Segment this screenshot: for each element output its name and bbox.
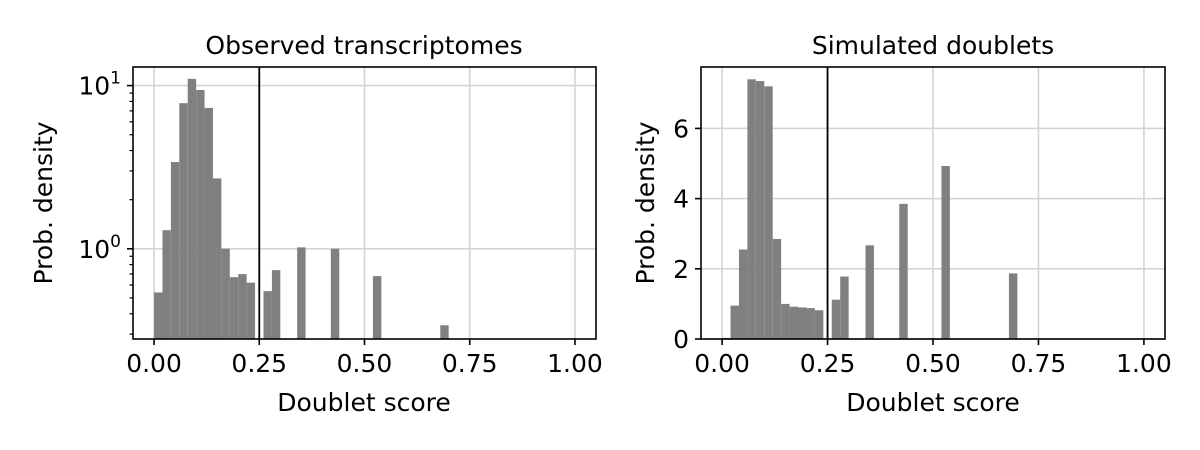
x-tick-label: 1.00 <box>1116 349 1172 378</box>
histogram-bar <box>755 81 765 340</box>
histogram-bar <box>781 303 790 339</box>
histogram-bar <box>170 162 180 339</box>
histogram-bar <box>162 230 171 339</box>
x-tick-label: 0.25 <box>231 349 287 378</box>
x-tick-label: 1.00 <box>547 349 603 378</box>
x-tick-label: 0.25 <box>800 349 856 378</box>
histogram-bar <box>831 299 841 339</box>
histogram-bar <box>372 276 382 339</box>
histogram-bar <box>1008 273 1018 339</box>
histogram-bar <box>271 270 281 339</box>
y-tick-label: 6 <box>673 114 689 143</box>
histogram-bar <box>154 292 163 339</box>
x-axis-label: Doublet score <box>846 388 1020 417</box>
x-tick-label: 0.50 <box>905 349 961 378</box>
x-tick-label: 0.75 <box>1011 349 1067 378</box>
x-tick-label: 0.50 <box>337 349 393 378</box>
histogram-bar <box>221 248 230 339</box>
histogram-bar <box>212 178 222 339</box>
histogram-bar <box>941 165 950 339</box>
histogram-bar <box>204 107 213 340</box>
plot-area: 0.00 0.25 0.50 0.75 1.00 0 2 4 6 <box>673 66 1172 378</box>
observed-transcriptomes-panel: 0.00 0.25 0.50 0.75 1.00 100 101 Observed tran… <box>29 31 603 417</box>
y-tick-label: 100 <box>78 232 121 264</box>
histogram-bar <box>899 203 908 339</box>
y-tick-label: 4 <box>673 185 689 214</box>
histogram-bar <box>297 247 306 339</box>
histogram-bar <box>764 86 773 339</box>
x-tick-label: 0.75 <box>442 349 498 378</box>
histogram-bar <box>806 308 815 339</box>
histogram-bar <box>772 238 782 339</box>
histogram-bar <box>865 245 874 339</box>
histogram-bar <box>330 248 340 339</box>
histogram-bar <box>840 276 849 339</box>
histogram-bar <box>440 325 449 339</box>
simulated-doublets-panel: 0.00 0.25 0.50 0.75 1.00 0 2 4 6 Simulated doubl… <box>631 31 1172 417</box>
chart-title: Simulated doublets <box>812 31 1054 60</box>
y-axis-label: Prob. density <box>29 121 58 284</box>
histogram-bar <box>238 274 247 339</box>
histogram-bar <box>263 291 272 339</box>
histogram-bar <box>246 282 256 339</box>
y-tick-label: 101 <box>78 69 121 101</box>
x-axis-label: Doublet score <box>277 388 451 417</box>
histogram-bar <box>179 103 188 339</box>
histogram-bar <box>229 277 239 339</box>
histogram-bar <box>798 307 807 339</box>
histogram-bar <box>747 79 756 339</box>
histogram-bar <box>730 305 739 339</box>
plot-area: 0.00 0.25 0.50 0.75 1.00 100 101 <box>78 66 603 378</box>
histogram-bar <box>187 78 197 340</box>
y-tick-label: 0 <box>673 325 689 354</box>
histogram-bar <box>789 306 799 339</box>
chart-title: Observed transcriptomes <box>205 31 522 60</box>
x-tick-label: 0.00 <box>126 349 182 378</box>
histogram-bar <box>738 249 748 339</box>
x-tick-label: 0.00 <box>694 349 750 378</box>
y-tick-label: 2 <box>673 255 689 284</box>
histogram-bar <box>814 310 824 339</box>
y-axis-label: Prob. density <box>631 121 660 284</box>
histogram-bar <box>196 89 205 339</box>
